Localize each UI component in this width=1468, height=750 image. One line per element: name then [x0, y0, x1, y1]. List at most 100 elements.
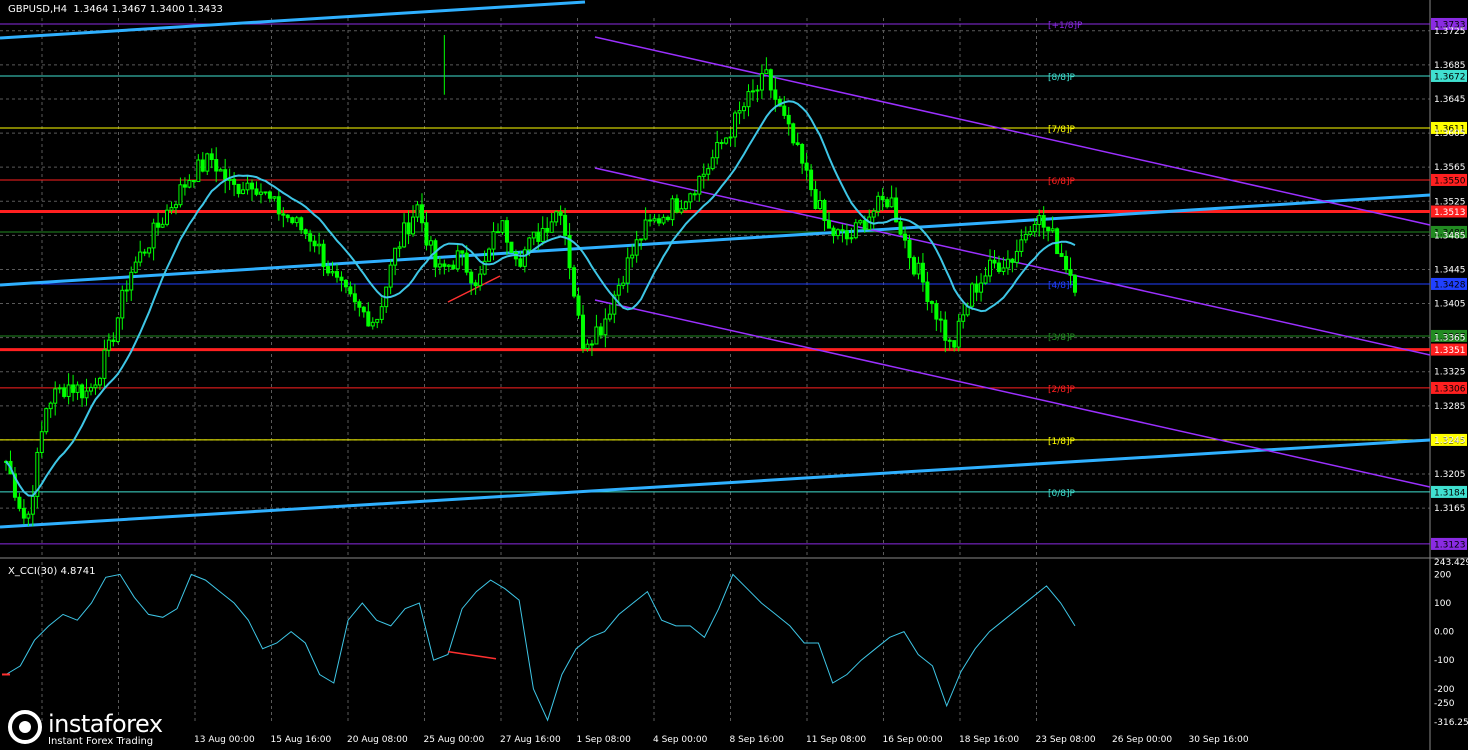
candle-body [862, 220, 867, 230]
trend-line [0, 438, 1431, 529]
candle-body [191, 179, 196, 183]
candle-body [200, 159, 205, 172]
candle-body [97, 377, 102, 386]
candle-body [214, 159, 219, 172]
price-tick: 1.3525 [1434, 197, 1466, 207]
candle-body [451, 264, 456, 270]
candle-body [124, 289, 129, 292]
candle-body [348, 286, 353, 295]
candle-body [858, 220, 863, 224]
price-tick: 1.3325 [1434, 368, 1466, 378]
time-tick: 13 Aug 00:00 [194, 735, 255, 745]
price-tick: 1.3165 [1434, 504, 1466, 514]
candle-body [343, 279, 348, 288]
candle-body [267, 191, 272, 199]
candle-body [871, 210, 876, 218]
candle-body [75, 384, 80, 393]
candle-body [625, 257, 630, 284]
candle-body [585, 343, 590, 350]
candle-body [272, 196, 277, 199]
candle-body [853, 222, 858, 239]
candle-body [205, 153, 210, 172]
candle-body [518, 258, 523, 267]
candle-body [554, 211, 559, 223]
candle-body [898, 221, 903, 235]
candle-body [178, 184, 183, 206]
candle-body [1005, 258, 1010, 269]
candle-body [397, 246, 402, 249]
candle-body [621, 282, 626, 286]
candle-body [62, 387, 67, 397]
murrey-label: [3/8]P [1048, 333, 1076, 343]
candle-body [165, 209, 170, 225]
candle-body [786, 114, 791, 125]
cci-divergence [447, 650, 497, 660]
level-price-text: 1.3428 [1434, 280, 1466, 290]
time-tick: 25 Aug 00:00 [424, 735, 485, 745]
candle-body [634, 239, 639, 256]
logo-tagline: Instant Forex Trading [48, 736, 154, 747]
level-price-text: 1.3245 [1434, 436, 1466, 446]
candle-body [1032, 223, 1037, 233]
candle-body [290, 217, 295, 224]
candle-body [522, 249, 527, 267]
candle-body [715, 142, 720, 159]
candle-body [1050, 228, 1055, 232]
candle-body [509, 241, 514, 253]
price-tick: 1.3365 [1434, 334, 1466, 344]
candle-body [142, 251, 147, 254]
candle-body [683, 201, 688, 210]
candle-body [504, 220, 509, 243]
divergence-line [447, 275, 501, 303]
candle-body [106, 339, 111, 351]
price-tick: 1.3485 [1434, 231, 1466, 241]
level-price-text: 1.3184 [1434, 488, 1466, 498]
candle-body [187, 179, 192, 188]
level-price-text: 1.3306 [1434, 384, 1466, 394]
time-tick: 11 Sep 08:00 [806, 735, 866, 745]
level-price-text: 1.3550 [1434, 176, 1466, 186]
candle-body [245, 182, 250, 191]
candle-body [563, 214, 568, 236]
candle-body [419, 204, 424, 224]
candle-body [648, 219, 653, 222]
candle-body [661, 216, 666, 224]
candle-body [531, 231, 536, 239]
candle-body [527, 237, 532, 251]
level-price-box [1431, 329, 1467, 342]
candle-body [21, 507, 26, 519]
candle-body [920, 262, 925, 283]
price-tick: 1.3725 [1434, 27, 1466, 37]
candle-body [1001, 267, 1006, 272]
candle-body [536, 231, 541, 242]
candle-body [317, 243, 322, 247]
candle-body [733, 112, 738, 138]
price-axis: 1.3725 1.3685 1.3645 1.3605 1.3565 1.3525 1.34… [1434, 27, 1466, 514]
time-tick: 15 Aug 16:00 [271, 735, 332, 745]
candle-body [120, 289, 125, 319]
candle-body [44, 408, 49, 433]
candle-body [1064, 255, 1069, 271]
candle-body [402, 222, 407, 248]
candle-body [375, 318, 380, 323]
channel-line [594, 36, 1431, 226]
time-tick: 8 Sep 16:00 [730, 735, 785, 745]
candle-body [294, 217, 299, 224]
time-axis: 13 Aug 00:00 15 Aug 16:00 20 Aug 08:00 25 A… [194, 735, 1249, 745]
candle-body [258, 191, 263, 195]
candle-body [366, 311, 371, 327]
candle-body [437, 263, 442, 268]
candle-body [545, 227, 550, 233]
candle-body [388, 264, 393, 288]
time-tick: 20 Aug 08:00 [347, 735, 408, 745]
candle-body [147, 247, 152, 254]
candle-body [947, 339, 952, 342]
level-price-box [1431, 277, 1467, 290]
candle-body [929, 301, 934, 305]
candle-body [643, 219, 648, 240]
candle-body [710, 157, 715, 170]
candle-body [446, 264, 451, 267]
candle-body [218, 169, 223, 172]
candle-body [1068, 269, 1073, 276]
price-tick: 1.3405 [1434, 300, 1466, 310]
